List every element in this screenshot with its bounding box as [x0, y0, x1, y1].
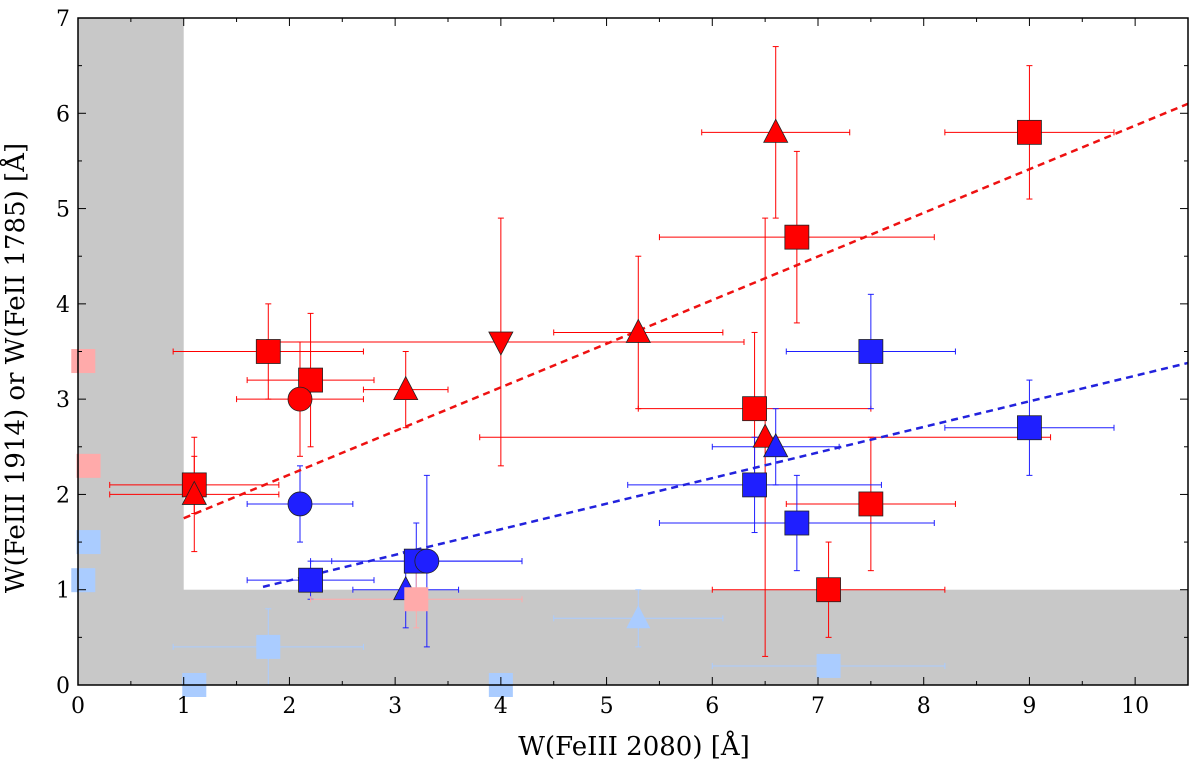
x-tick-label: 3 [388, 694, 402, 719]
y-axis-label: W(FeIII 1914) or W(FeII 1785) [Å] [0, 143, 31, 593]
red-square-marker [255, 339, 281, 364]
axes: 0 1 2 3 4 5 6 7 8 9 10 0 1 2 3 4 5 6 7 [56, 7, 1189, 719]
x-tick-label: 0 [71, 694, 85, 719]
blue-square-marker [1017, 415, 1042, 441]
x-tick-label: 5 [600, 694, 614, 719]
x-axis-label: W(FeIII 2080) [Å] [518, 730, 750, 762]
shaded-region-1 [78, 589, 1188, 685]
x-tick-label: 8 [917, 694, 931, 719]
blue-triangle-up-marker [763, 432, 789, 458]
y-tick-label: 0 [56, 674, 70, 699]
red-triangle-up-marker [181, 480, 207, 505]
red-square-marker [298, 367, 323, 393]
red-triangle-up-marker [393, 375, 419, 401]
blue-square-marker [298, 567, 323, 593]
x-tick-label: 10 [1121, 694, 1149, 719]
x-tick-label: 2 [282, 694, 296, 719]
red-square-marker [1017, 119, 1042, 145]
data-markers [71, 118, 1042, 697]
light_blue-triangle-up-marker [626, 605, 651, 629]
blue-square-marker [784, 510, 810, 536]
blue-circle-marker [414, 548, 440, 574]
y-tick-label: 5 [56, 198, 70, 223]
error-bars [109, 46, 1115, 686]
blue-square-marker [858, 339, 884, 364]
x-tick-label: 9 [1022, 694, 1036, 719]
red-triangle-up-marker [625, 318, 651, 343]
blue-circle-marker [287, 491, 313, 517]
light_blue-square-marker [256, 634, 281, 659]
shaded-region-0 [78, 18, 184, 685]
shaded-regions [78, 18, 1188, 685]
red-triangle-up-marker [763, 118, 789, 143]
x-tick-label: 1 [177, 694, 191, 719]
red-fit-line [183, 102, 1189, 520]
x-tick-label: 7 [811, 694, 825, 719]
red-square-marker [784, 224, 810, 250]
y-tick-label: 4 [56, 293, 70, 318]
red-triangle-down-marker [488, 331, 514, 356]
x-tick-label: 6 [705, 694, 719, 719]
light_red-square-marker [76, 453, 101, 478]
y-tick-label: 1 [56, 579, 70, 604]
x-tick-label: 4 [494, 694, 508, 719]
fit-lines [183, 102, 1189, 589]
light_red-square-marker [71, 349, 96, 374]
red-triangle-up-marker [752, 423, 778, 448]
light_blue-square-marker [71, 568, 96, 593]
y-tick-label: 3 [56, 388, 70, 413]
y-tick-label: 7 [56, 7, 70, 32]
y-tick-label: 2 [56, 483, 70, 508]
red-circle-marker [287, 386, 313, 412]
red-square-marker [742, 396, 767, 422]
light_blue-square-marker [816, 653, 841, 678]
light_red-square-marker [404, 587, 429, 612]
blue-square-marker [742, 472, 767, 498]
red-square-marker [858, 491, 884, 517]
y-tick-label: 6 [56, 102, 70, 127]
red-square-marker [816, 577, 841, 603]
